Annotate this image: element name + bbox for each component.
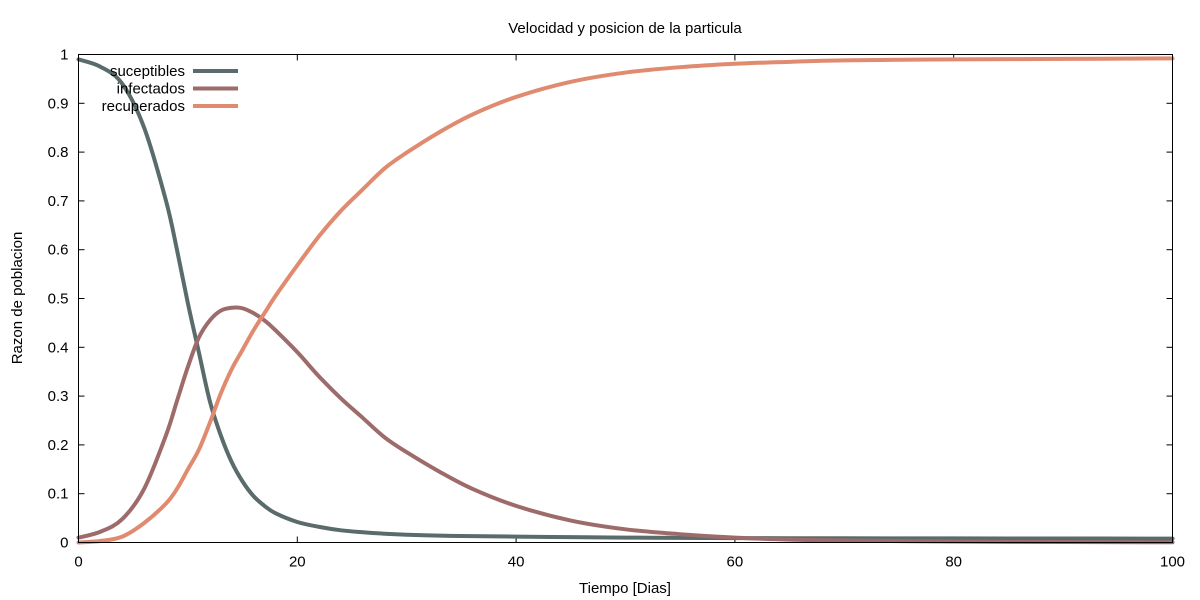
legend-label-recuperados: recuperados [102,98,185,115]
y-tick-label: 0.4 [48,339,69,356]
x-tick-label: 80 [945,554,962,571]
x-tick-label: 20 [289,554,306,571]
y-tick-label: 0.9 [48,95,69,112]
x-tick-label: 40 [508,554,525,571]
legend-label-suceptibles: suceptibles [110,63,185,80]
y-tick-label: 0.1 [48,486,69,503]
chart-title: Velocidad y posicion de la particula [508,20,742,37]
legend-label-infectados: infectados [117,81,185,98]
plot-frame [78,54,1173,543]
y-tick-label: 0.6 [48,242,69,259]
series-line-infectados [76,305,1175,545]
x-tick-label: 100 [1160,554,1185,571]
y-tick-label: 0.7 [48,193,69,210]
y-tick-label: 0.3 [48,388,69,405]
series-line-recuperados [76,56,1175,545]
y-tick-label: 1 [60,47,68,64]
x-tick-label: 0 [74,554,82,571]
x-axis-title: Tiempo [Dias] [579,580,671,597]
y-tick-label: 0.2 [48,437,69,454]
y-axis-title: Razon de poblacion [9,232,26,365]
y-tick-label: 0.5 [48,291,69,308]
x-tick-label: 60 [727,554,744,571]
axis-tick-labels: 0 20 40 60 80 100 0 0.1 0.2 0.3 0.4 0.5 0.6 0.7 0.8 0.9… [48,47,1185,571]
series-lines [76,56,1175,545]
y-tick-label: 0.8 [48,144,69,161]
y-tick-label: 0 [60,535,68,552]
